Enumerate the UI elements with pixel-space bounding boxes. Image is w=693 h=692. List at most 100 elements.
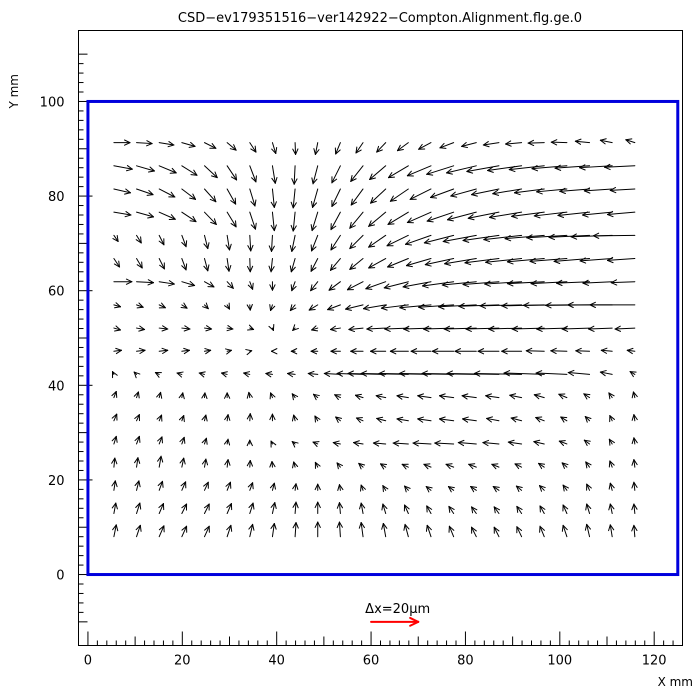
alignment-arrow bbox=[417, 393, 432, 400]
alignment-arrow bbox=[203, 211, 217, 225]
alignment-arrow bbox=[365, 281, 387, 290]
alignment-arrow bbox=[457, 439, 477, 447]
alignment-arrow bbox=[270, 211, 277, 232]
alignment-arrow bbox=[508, 165, 545, 173]
alignment-arrow bbox=[586, 483, 592, 491]
alignment-arrow bbox=[368, 211, 387, 227]
alignment-arrow bbox=[249, 188, 257, 207]
alignment-arrow bbox=[113, 139, 131, 146]
alignment-arrow bbox=[158, 503, 165, 515]
alignment-arrow bbox=[514, 463, 523, 470]
alignment-arrows bbox=[111, 138, 638, 538]
alignment-arrow bbox=[570, 233, 613, 240]
alignment-arrow bbox=[245, 349, 253, 356]
alignment-arrow bbox=[533, 439, 545, 446]
alignment-arrow bbox=[287, 371, 296, 378]
alignment-arrow bbox=[226, 325, 234, 332]
alignment-arrow bbox=[249, 211, 257, 230]
x-tick-label: 100 bbox=[547, 654, 572, 669]
alignment-arrow bbox=[443, 325, 477, 332]
alignment-arrow bbox=[225, 481, 232, 491]
alignment-arrow bbox=[308, 304, 319, 311]
alignment-arrow bbox=[514, 188, 545, 196]
alignment-arrow bbox=[327, 304, 341, 311]
alignment-arrow bbox=[606, 256, 636, 264]
alignment-arrow bbox=[492, 486, 500, 493]
alignment-arrow bbox=[396, 142, 409, 152]
alignment-arrow bbox=[507, 439, 523, 446]
alignment-arrow bbox=[441, 281, 477, 288]
alignment-arrow bbox=[157, 436, 163, 445]
alignment-arrow bbox=[181, 141, 196, 148]
alignment-arrow bbox=[606, 210, 636, 218]
alignment-arrow bbox=[561, 462, 569, 469]
alignment-arrow bbox=[359, 502, 366, 515]
alignment-arrow bbox=[383, 281, 409, 290]
alignment-arrow bbox=[290, 348, 298, 355]
alignment-arrow bbox=[444, 258, 477, 266]
alignment-arrow bbox=[471, 188, 500, 197]
alignment-arrow bbox=[561, 524, 568, 538]
alignment-arrow bbox=[403, 504, 410, 515]
alignment-arrow bbox=[599, 370, 613, 377]
alignment-arrow bbox=[445, 463, 455, 470]
alignment-arrow bbox=[330, 348, 341, 355]
alignment-arrow bbox=[462, 281, 500, 288]
alignment-arrow bbox=[247, 482, 254, 491]
alignment-arrow bbox=[468, 463, 477, 470]
alignment-arrow bbox=[404, 485, 411, 493]
alignment-arrow bbox=[355, 142, 364, 154]
alignment-arrow bbox=[134, 414, 140, 422]
alignment-arrow bbox=[111, 435, 118, 445]
alignment-arrow bbox=[136, 188, 154, 196]
alignment-arrow bbox=[337, 484, 344, 491]
alignment-arrow bbox=[226, 165, 238, 181]
alignment-arrow bbox=[136, 211, 155, 219]
alignment-arrow bbox=[269, 460, 276, 468]
alignment-arrow bbox=[113, 347, 122, 355]
alignment-arrow bbox=[454, 348, 477, 355]
alignment-arrow bbox=[538, 462, 546, 470]
alignment-arrow bbox=[567, 369, 591, 377]
alignment-arrow bbox=[270, 522, 277, 538]
alignment-arrow bbox=[243, 371, 251, 378]
alignment-arrow bbox=[631, 503, 638, 515]
alignment-arrow bbox=[203, 165, 218, 179]
alignment-arrow bbox=[583, 439, 591, 446]
alignment-arrow bbox=[181, 258, 188, 271]
alignment-arrow bbox=[181, 234, 188, 248]
alignment-arrow bbox=[608, 392, 615, 400]
alignment-arrow bbox=[203, 503, 210, 515]
alignment-arrow bbox=[201, 414, 208, 422]
alignment-arrow bbox=[270, 348, 278, 355]
alignment-arrow bbox=[335, 416, 343, 423]
alignment-arrow bbox=[158, 141, 175, 148]
alignment-arrow bbox=[134, 435, 141, 445]
alignment-arrow bbox=[450, 188, 477, 198]
alignment-arrow bbox=[492, 188, 523, 196]
alignment-arrow bbox=[585, 503, 592, 515]
alignment-arrow bbox=[493, 526, 500, 538]
alignment-arrow bbox=[310, 258, 319, 272]
alignment-arrow bbox=[249, 165, 257, 183]
alignment-arrow bbox=[292, 501, 299, 515]
alignment-arrow bbox=[482, 141, 500, 148]
alignment-arrow bbox=[388, 165, 409, 179]
alignment-arrow bbox=[178, 392, 185, 400]
alignment-arrow bbox=[202, 302, 209, 310]
alignment-arrow bbox=[314, 483, 321, 491]
alignment-arrow bbox=[485, 393, 500, 400]
alignment-arrow bbox=[406, 165, 432, 177]
alignment-arrow bbox=[133, 371, 141, 379]
alignment-arrow bbox=[375, 393, 387, 400]
alignment-arrow bbox=[376, 416, 387, 423]
alignment-arrow bbox=[225, 258, 232, 272]
alignment-arrow bbox=[488, 325, 523, 332]
x-axis-ticks: 0 20 40 60 80 100 120 bbox=[84, 631, 674, 669]
alignment-arrow bbox=[589, 301, 636, 308]
alignment-arrow bbox=[355, 417, 364, 423]
alignment-arrow bbox=[310, 348, 319, 355]
scale-arrow bbox=[370, 616, 420, 627]
alignment-arrow bbox=[426, 165, 455, 176]
